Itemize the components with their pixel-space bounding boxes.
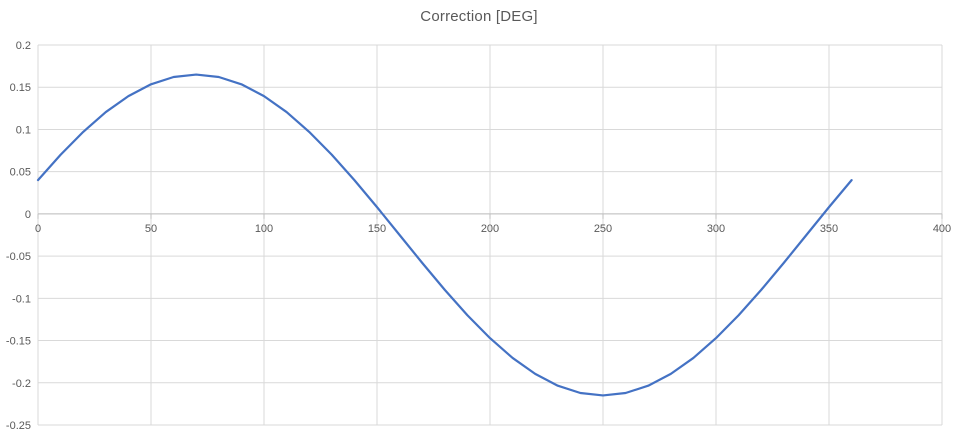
x-tick-label: 300 bbox=[707, 223, 725, 235]
x-tick-label: 400 bbox=[933, 223, 951, 235]
y-tick-label: 0 bbox=[25, 209, 31, 221]
x-tick-label: 150 bbox=[368, 223, 386, 235]
x-tick-label: 250 bbox=[594, 223, 612, 235]
y-tick-label: -0.15 bbox=[6, 336, 31, 348]
y-tick-label: 0.2 bbox=[16, 40, 31, 52]
y-tick-label: 0.1 bbox=[16, 124, 31, 136]
y-tick-label: -0.2 bbox=[12, 378, 31, 390]
y-tick-label: -0.25 bbox=[6, 420, 31, 432]
y-tick-label: -0.1 bbox=[12, 293, 31, 305]
x-tick-label: 350 bbox=[820, 223, 838, 235]
x-tick-label: 100 bbox=[255, 223, 273, 235]
x-tick-label: 200 bbox=[481, 223, 499, 235]
series-line-correction bbox=[36, 73, 853, 397]
x-tick-label: 0 bbox=[35, 223, 41, 235]
y-tick-label: 0.15 bbox=[10, 82, 31, 94]
y-tick-label: 0.05 bbox=[10, 167, 31, 179]
y-tick-label: -0.05 bbox=[6, 251, 31, 263]
x-tick-label: 50 bbox=[145, 223, 157, 235]
chart-title: Correction [DEG] bbox=[420, 8, 538, 25]
